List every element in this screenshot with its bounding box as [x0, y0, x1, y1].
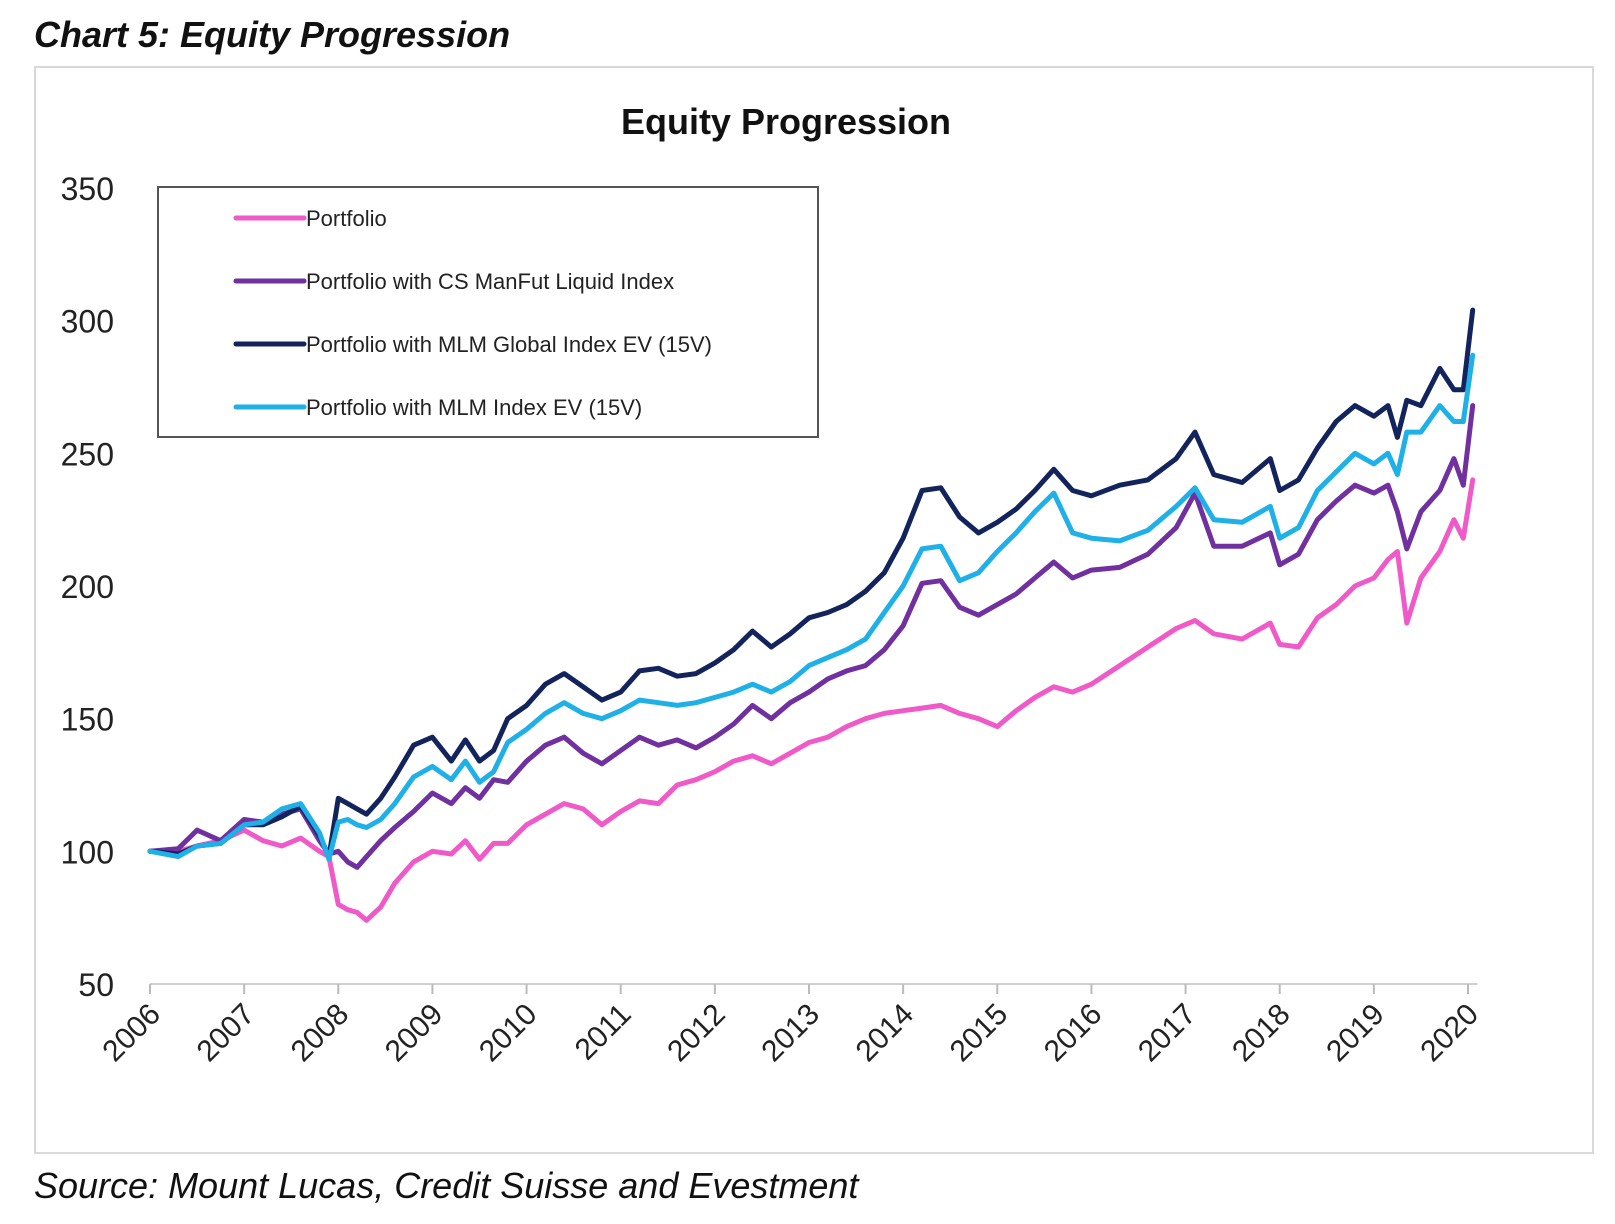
x-tick-label: 2017 [1132, 998, 1203, 1069]
series-line-2 [147, 403, 1476, 870]
x-tick-label: 2015 [944, 998, 1015, 1069]
x-tick-label: 2009 [379, 998, 450, 1069]
equity-progression-chart: Equity Progression 50100150200250300350 … [61, 101, 1485, 1069]
y-tick-label: 200 [61, 569, 114, 605]
chart-title: Equity Progression [621, 101, 951, 142]
x-tick-label: 2018 [1226, 998, 1297, 1069]
x-tick-label: 2020 [1414, 998, 1485, 1069]
legend-label-3: Portfolio with MLM Global Index EV (15V) [306, 332, 712, 357]
series-line-4 [147, 352, 1476, 862]
x-tick-label: 2008 [285, 998, 356, 1069]
chart-heading: Chart 5: Equity Progression [34, 14, 511, 55]
series-line-3 [147, 307, 1476, 860]
y-tick-label: 100 [61, 834, 114, 870]
y-tick-label: 50 [78, 967, 114, 1003]
source-note: Source: Mount Lucas, Credit Suisse and E… [34, 1165, 859, 1206]
x-tick-label: 2019 [1320, 998, 1391, 1069]
plot-area [147, 307, 1476, 923]
y-tick-label: 300 [61, 304, 114, 340]
x-tick-label: 2013 [755, 998, 826, 1069]
chart-frame: Equity Progression 50 100 150 200 250 300 350 … [34, 66, 1594, 1154]
y-axis: 50 100 150 200 250 300 350 [61, 171, 114, 1003]
x-tick-label: 2007 [191, 998, 262, 1069]
x-tick-label: 2016 [1038, 998, 1109, 1069]
legend: Portfolio Portfolio with CS ManFut Liquid… [157, 186, 819, 438]
y-tick-label: 150 [61, 702, 114, 738]
x-tick-label: 2006 [96, 998, 167, 1069]
x-tick-label: 2010 [473, 998, 544, 1069]
x-tick-label: 2011 [569, 998, 638, 1067]
legend-label-2: Portfolio with CS ManFut Liquid Index [306, 269, 674, 294]
series-line-1 [147, 477, 1476, 923]
x-tick-label: 2014 [850, 998, 921, 1069]
x-tick-label: 2012 [661, 998, 732, 1069]
legend-box [157, 186, 819, 438]
legend-label-1: Portfolio [306, 206, 387, 231]
x-axis: 2006 2007 2008 2009 2010 2011 2012 2013 2014 2015… [96, 983, 1485, 1069]
legend-label-4: Portfolio with MLM Index EV (15V) [306, 395, 642, 420]
y-tick-label: 250 [61, 436, 114, 472]
y-tick-label: 350 [61, 171, 114, 207]
